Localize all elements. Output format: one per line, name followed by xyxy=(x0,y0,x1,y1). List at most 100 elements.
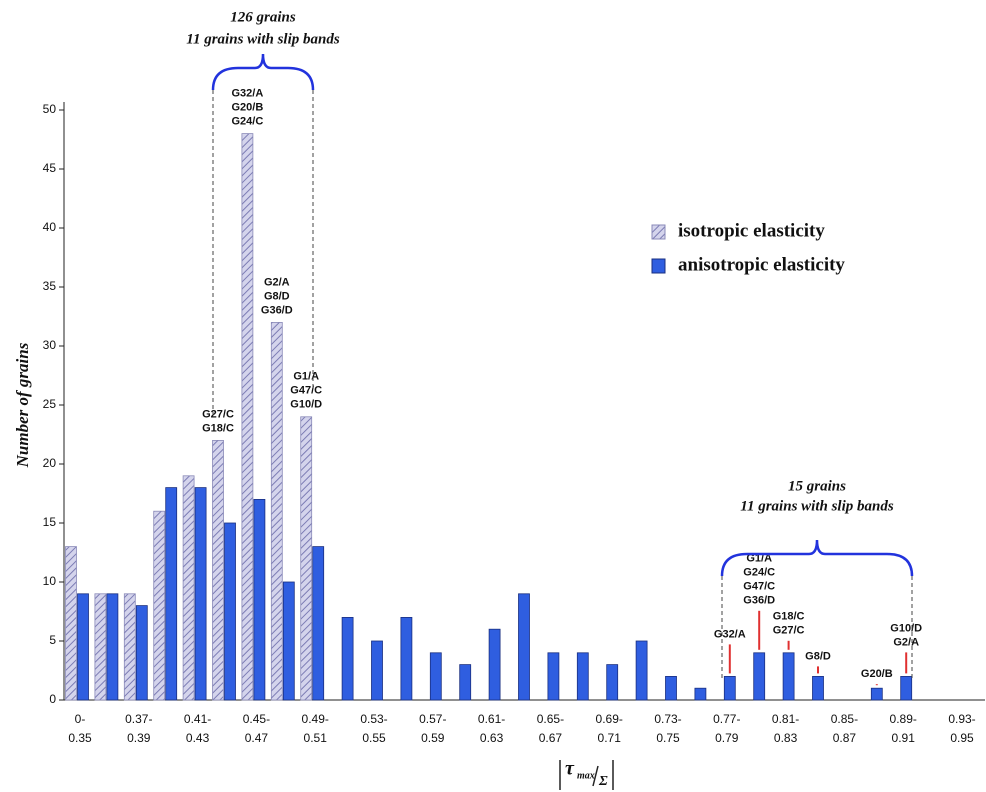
x-tick-label: 0.49-0.51 xyxy=(302,712,329,745)
bracket-label: 15 grains xyxy=(788,478,846,494)
x-tick-label: 0.81-0.83 xyxy=(772,712,799,745)
bar xyxy=(900,676,913,701)
x-tick-label: 0-0.35 xyxy=(68,712,92,745)
y-tick-label: 20 xyxy=(43,456,57,470)
bar-annotation: G10/D xyxy=(890,622,922,634)
bar xyxy=(341,617,354,701)
bar xyxy=(429,652,442,701)
bar xyxy=(459,664,472,701)
bar xyxy=(194,487,207,701)
bar-annotation: G10/D xyxy=(290,399,322,411)
bar xyxy=(300,416,313,701)
x-tick-label: 0.77-0.79 xyxy=(713,712,740,745)
bar-annotation: G20/B xyxy=(861,668,893,680)
bar xyxy=(241,133,254,701)
bar xyxy=(812,676,824,701)
bar xyxy=(224,522,236,701)
y-tick-label: 45 xyxy=(43,161,57,175)
bar xyxy=(723,676,736,701)
bar-annotation: G24/C xyxy=(743,567,775,579)
bar xyxy=(135,605,148,701)
bar xyxy=(518,593,530,701)
bar xyxy=(312,546,325,701)
x-tick-label: 0.85-0.87 xyxy=(831,712,858,745)
bar-annotation: G18/C xyxy=(773,611,805,623)
bar-annotation: G20/B xyxy=(232,102,264,114)
bar-annotation: G18/C xyxy=(202,422,234,434)
bar xyxy=(488,628,501,701)
bar xyxy=(753,652,766,701)
bar xyxy=(182,475,195,701)
bar-annotation: G32/A xyxy=(232,88,264,100)
bar-annotation: G27/C xyxy=(202,408,234,420)
y-tick-label: 35 xyxy=(43,279,57,293)
fraction-slash xyxy=(592,765,599,787)
x-label-denominator: Σ xyxy=(598,774,608,789)
bar xyxy=(870,687,883,701)
bar xyxy=(606,664,619,701)
y-tick-label: 40 xyxy=(43,220,57,234)
bar-annotation: G47/C xyxy=(743,581,775,593)
bracket-label: 126 grains xyxy=(230,9,296,25)
y-tick-label: 50 xyxy=(43,102,57,116)
bar-annotation: G8/D xyxy=(805,650,831,662)
bar xyxy=(153,510,166,701)
x-tick-label: 0.89-0.91 xyxy=(890,712,917,745)
x-label-symbol: τ xyxy=(565,758,575,780)
bar xyxy=(65,546,77,701)
legend-swatch xyxy=(651,258,666,274)
y-axis-label: Number of grains xyxy=(13,342,32,468)
bar xyxy=(547,652,560,701)
bracket xyxy=(211,53,315,91)
bracket-label: 11 grains with slip bands xyxy=(740,498,894,514)
bar-annotation: G36/D xyxy=(743,595,775,607)
y-tick-label: 5 xyxy=(49,633,56,647)
y-tick-label: 10 xyxy=(43,574,57,588)
x-tick-label: 0.57-0.59 xyxy=(419,712,446,745)
bar xyxy=(400,617,413,701)
bar xyxy=(576,652,589,701)
bar xyxy=(282,581,295,701)
bar xyxy=(253,498,266,701)
bar xyxy=(270,321,283,701)
x-tick-label: 0.53-0.55 xyxy=(360,712,387,745)
bar xyxy=(94,593,107,701)
x-tick-label: 0.41-0.43 xyxy=(184,712,211,745)
bar xyxy=(123,593,136,701)
y-tick-label: 15 xyxy=(43,515,57,529)
bar-annotation: G1/A xyxy=(746,553,772,565)
legend-label: anisotropic elasticity xyxy=(678,254,845,275)
x-tick-label: 0.45-0.47 xyxy=(243,712,270,745)
x-tick-label: 0.93-0.95 xyxy=(948,712,975,745)
bar-annotation: G2/A xyxy=(264,276,290,288)
x-tick-label: 0.69-0.71 xyxy=(596,712,623,745)
bar xyxy=(212,439,224,701)
bar xyxy=(782,652,795,701)
bar-annotation: G36/D xyxy=(261,304,293,316)
legend-swatch xyxy=(651,224,666,240)
y-tick-label: 0 xyxy=(49,692,56,706)
y-tick-label: 25 xyxy=(43,397,57,411)
bar xyxy=(665,676,677,701)
x-tick-label: 0.61-0.63 xyxy=(478,712,505,745)
bar xyxy=(106,593,119,701)
bracket-label: 11 grains with slip bands xyxy=(186,31,340,47)
bar xyxy=(77,593,89,701)
bar-annotation: G8/D xyxy=(264,290,290,302)
x-tick-label: 0.73-0.75 xyxy=(654,712,681,745)
x-tick-label: 0.65-0.67 xyxy=(537,712,564,745)
bar-annotation: G32/A xyxy=(714,628,746,640)
bar-annotation: G47/C xyxy=(290,385,322,397)
bar xyxy=(165,487,178,701)
bracket xyxy=(720,539,914,577)
bar-annotation: G24/C xyxy=(232,116,264,128)
legend-label: isotropic elasticity xyxy=(678,220,825,241)
x-tick-label: 0.37-0.39 xyxy=(125,712,152,745)
bar xyxy=(694,687,707,701)
y-tick-label: 30 xyxy=(43,338,57,352)
bar xyxy=(371,640,383,701)
bar-annotation: G2/A xyxy=(893,636,919,648)
bar xyxy=(635,640,648,701)
bar-annotation: G1/A xyxy=(293,371,319,383)
